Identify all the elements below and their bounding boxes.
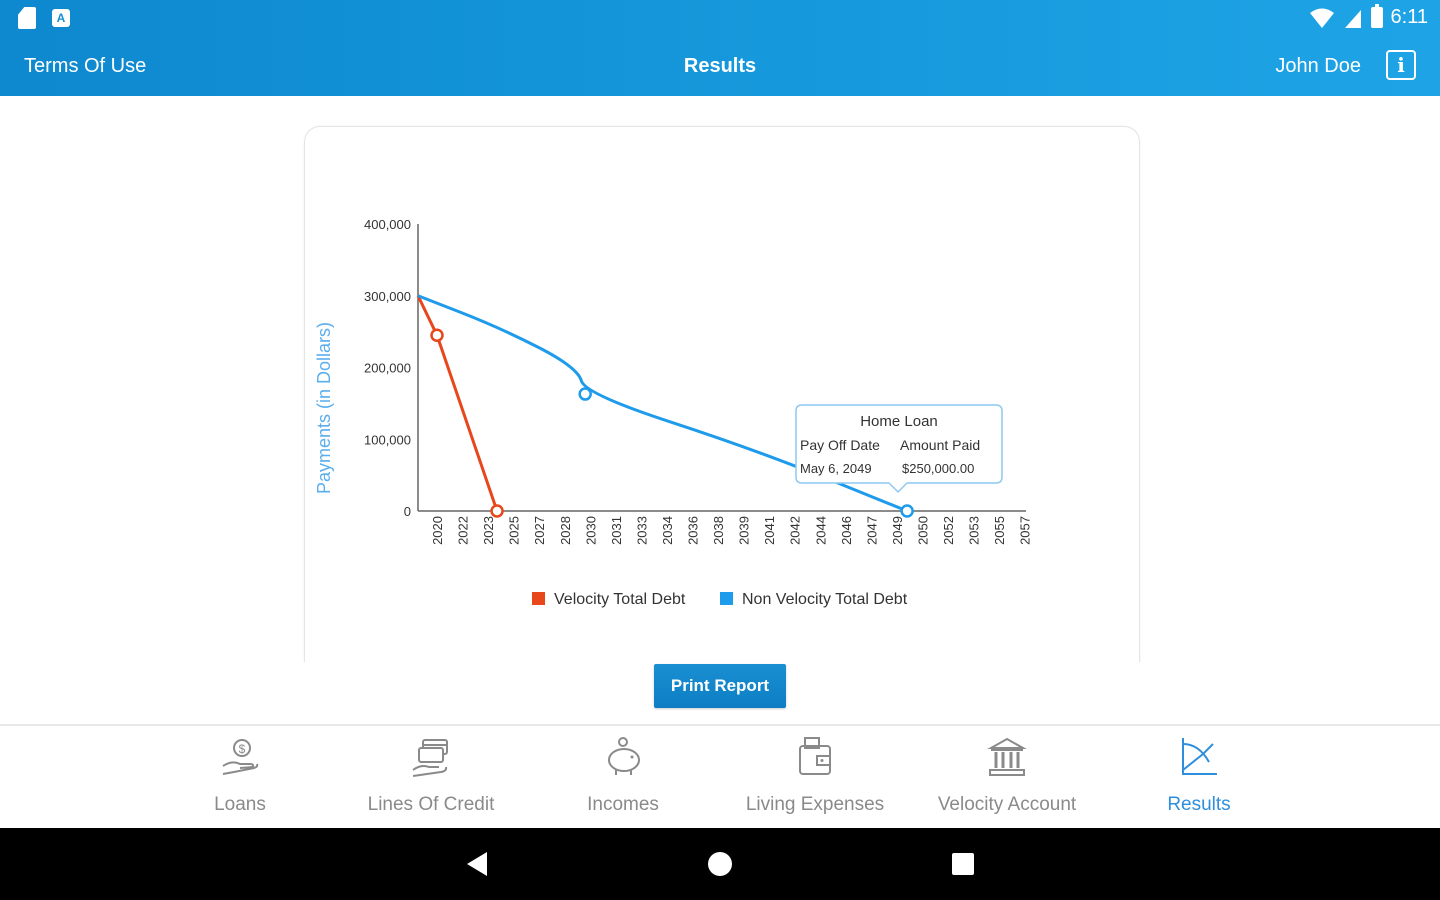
- x-tick-label: 2041: [762, 516, 777, 545]
- legend-label-velocity[interactable]: Velocity Total Debt: [554, 591, 686, 608]
- x-tick-label: 2049: [890, 516, 905, 545]
- piggy-bank-icon: [608, 737, 640, 775]
- tab-label: Incomes: [587, 794, 659, 815]
- x-tick-label: 2053: [967, 516, 982, 545]
- chart-legend: Velocity Total Debt Non Velocity Total D…: [532, 591, 908, 608]
- back-icon[interactable]: [467, 852, 487, 876]
- tooltip-col2-value: $250,000.00: [902, 461, 974, 476]
- x-tick-label: 2052: [941, 516, 956, 545]
- x-tick-label: 2033: [634, 516, 649, 545]
- tooltip-box: [795, 404, 1003, 494]
- x-tick-label: 2020: [430, 516, 445, 545]
- tab-label: Living Expenses: [745, 794, 885, 815]
- x-tick-label: 2036: [686, 516, 701, 545]
- battery-icon: [1370, 4, 1383, 28]
- y-tick-labels: 400,000 300,000 200,000 100,000 0: [364, 217, 411, 519]
- tab-living-expenses[interactable]: Living Expenses: [720, 726, 910, 830]
- data-tooltip: Home Loan Pay Off Date Amount Paid May 6…: [795, 404, 1003, 494]
- x-tick-label: 2057: [1018, 516, 1033, 545]
- tab-velocity-account[interactable]: Velocity Account: [912, 726, 1102, 830]
- tab-lines-of-credit[interactable]: Lines Of Credit: [336, 726, 526, 830]
- y-tick-label: 400,000: [364, 217, 411, 232]
- x-tick-label: 2050: [915, 516, 930, 545]
- tab-results[interactable]: Results: [1104, 726, 1294, 830]
- info-button[interactable]: i: [1386, 50, 1416, 80]
- legend-label-non-velocity[interactable]: Non Velocity Total Debt: [742, 591, 908, 608]
- x-tick-label: 2025: [507, 516, 522, 545]
- tooltip-col1-header: Pay Off Date: [800, 437, 880, 453]
- x-tick-label: 2047: [864, 516, 879, 545]
- tab-label: Results: [1167, 794, 1231, 815]
- tab-label: Velocity Account: [937, 794, 1077, 815]
- tab-label: Loans: [214, 794, 266, 815]
- x-tick-label: 2034: [660, 516, 675, 545]
- x-tick-label: 2039: [737, 516, 752, 545]
- user-name[interactable]: John Doe: [1275, 55, 1361, 77]
- x-tick-label: 2028: [558, 516, 573, 545]
- bank-icon: [987, 737, 1027, 776]
- app-header: A 6:11 Terms Of Use Results John Doe i: [0, 0, 1440, 96]
- debt-payoff-chart: Payments (in Dollars) 400,000 300,000 200,…: [314, 217, 1033, 608]
- x-tick-label: 2038: [711, 516, 726, 545]
- tab-loans[interactable]: $ Loans: [145, 726, 335, 830]
- wifi-icon: [1309, 8, 1334, 28]
- tooltip-col1-value: May 6, 2049: [800, 461, 872, 476]
- y-tick-label: 300,000: [364, 289, 411, 304]
- series-layer: [416, 294, 914, 518]
- x-tick-label: 2022: [456, 516, 471, 545]
- status-icons-right: 6:11: [1309, 4, 1428, 29]
- bottom-tab-bar: $ Loans Lines Of Credit Incomes L: [0, 724, 1440, 830]
- x-tick-label: 2027: [532, 516, 547, 545]
- tab-label: Lines Of Credit: [367, 794, 495, 815]
- page-title: Results: [683, 55, 757, 77]
- recents-icon[interactable]: [952, 853, 974, 875]
- y-axis-label: Payments (in Dollars): [314, 322, 334, 494]
- hand-money-icon: $: [222, 739, 259, 775]
- sd-card-icon: [18, 7, 36, 29]
- y-tick-label: 200,000: [364, 361, 411, 376]
- tooltip-col2-header: Amount Paid: [900, 437, 980, 453]
- tooltip-title: Home Loan: [860, 413, 938, 430]
- y-tick-label: 0: [404, 504, 411, 519]
- home-icon[interactable]: [708, 852, 732, 876]
- chart-icon: [1182, 738, 1217, 775]
- tab-incomes[interactable]: Incomes: [528, 726, 718, 830]
- data-point[interactable]: [578, 387, 592, 401]
- x-tick-label: 2030: [583, 516, 598, 545]
- status-icons-left: A: [18, 7, 70, 29]
- credit-cards-icon: [412, 739, 448, 777]
- data-point[interactable]: [430, 328, 444, 342]
- legend-swatch-velocity: [532, 592, 545, 605]
- wallet-icon: [799, 737, 831, 775]
- series-line: [416, 295, 499, 512]
- x-tick-label: 2055: [992, 516, 1007, 545]
- y-tick-label: 100,000: [364, 432, 411, 447]
- terms-of-use-link[interactable]: Terms Of Use: [24, 55, 147, 77]
- app-notification-icon: A: [52, 9, 70, 27]
- x-tick-label: 2023: [481, 516, 496, 545]
- data-point[interactable]: [900, 504, 914, 518]
- signal-icon: [1344, 9, 1361, 28]
- print-report-button[interactable]: Print Report: [654, 664, 786, 708]
- legend-swatch-non-velocity: [720, 592, 733, 605]
- data-point[interactable]: [490, 504, 504, 518]
- x-tick-label: 2042: [788, 516, 803, 545]
- series-line: [417, 294, 908, 513]
- x-tick-label: 2046: [839, 516, 854, 545]
- x-tick-labels: 2020 2022 2023 2025 2027 2028 2030 2031 2033 2034…: [430, 516, 1033, 545]
- status-time: 6:11: [1390, 6, 1428, 28]
- x-tick-label: 2031: [609, 516, 624, 545]
- svg-text:$: $: [239, 742, 246, 756]
- info-icon: i: [1397, 53, 1405, 77]
- x-tick-label: 2044: [813, 516, 828, 545]
